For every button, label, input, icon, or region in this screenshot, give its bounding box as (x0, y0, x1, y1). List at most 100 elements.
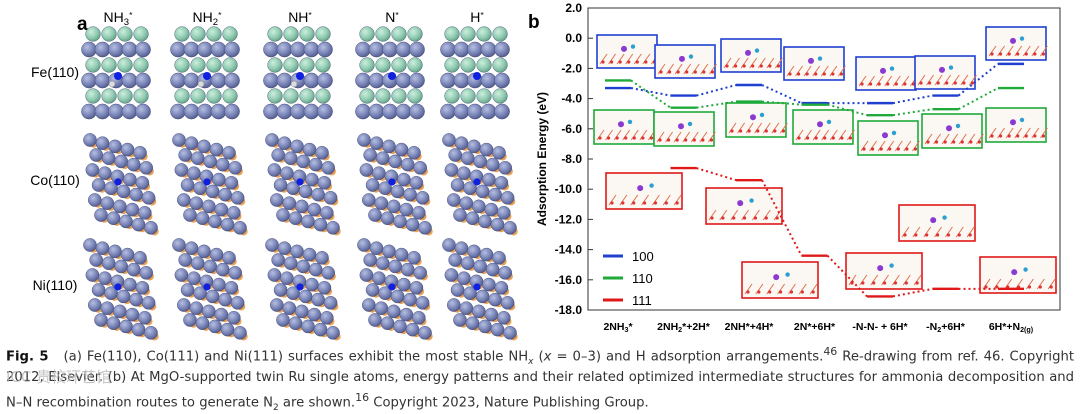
legend-entry: 111 (632, 293, 652, 308)
x-category-label: 2N*+6H* (794, 321, 836, 333)
y-tick-label: 0.0 (565, 31, 582, 45)
adsorbate-marker (296, 178, 304, 186)
inset-structure-100 (783, 46, 846, 81)
co110-structure (83, 133, 159, 236)
caption-part-3: = 0–3) and H adsorption arrangements. (551, 349, 824, 365)
y-tick-label: -16.0 (555, 273, 583, 287)
adsorbate-marker (296, 72, 304, 80)
x-category-label: 2NH2*+2H* (657, 321, 711, 334)
energy-chart: 2.0 0.0 -2.0 -4.0 -6.0 -8.0 -10.0 -12.0 -14.0 -16… (535, 1, 1061, 334)
caption-x: x (543, 349, 552, 365)
connector-110 (696, 100, 737, 109)
fe110-structure (355, 26, 425, 120)
column-header-part: NH (104, 9, 124, 25)
legend: 100 110 111 (603, 249, 654, 308)
column-header-part: * (129, 10, 133, 20)
x-category-label-part: 2NH*+4H* (725, 321, 775, 333)
adsorbate-marker (388, 178, 396, 186)
connector-110 (630, 79, 672, 109)
connector-100 (696, 84, 737, 97)
x-category-label-part: 2N*+6H* (794, 321, 836, 333)
connector-111 (761, 179, 803, 257)
panel-b: b 2.0 0.0 -2.0 -4.0 -6.0 -8.0 -10.0 -12.0 -14.0 -… (528, 1, 1061, 334)
inset-structure-111 (898, 204, 976, 242)
panel-b-label: b (528, 12, 540, 33)
inset-structure-110 (792, 109, 855, 145)
caption-ref-16: 16 (355, 391, 370, 405)
figure-caption: Fig. 5 (a) Fe(110), Co(111) and Ni(111) … (6, 342, 1074, 414)
x-category-label: 2NH*+4H* (725, 321, 775, 333)
fe110-structure (81, 26, 151, 120)
x-category-label-part: * (628, 321, 633, 333)
adsorbate-marker (388, 72, 396, 80)
adsorbate-marker (203, 283, 211, 291)
fe110-structure (263, 26, 333, 120)
y-tick-label: -4.0 (561, 92, 582, 106)
inset-structure-100 (720, 38, 783, 73)
inset-structure-100 (596, 34, 659, 69)
inset-structure-100 (914, 55, 977, 90)
inset-structure-111 (979, 256, 1057, 294)
column-header-part: * (395, 10, 399, 20)
adsorbate-marker (203, 72, 211, 80)
y-tick-label: -2.0 (561, 61, 582, 75)
row-label: Co(110) (30, 172, 80, 188)
series-111 (670, 166, 1024, 298)
connector-100 (957, 63, 999, 97)
column-header-part: NH (193, 9, 213, 25)
caption-part-5: are shown. (278, 395, 356, 411)
series-110 (605, 79, 1024, 117)
adsorbate-marker (388, 283, 396, 291)
connector-100 (630, 87, 671, 97)
panel-a: a NH3* NH2* NH* N* H* Fe(110)Co(110)Ni(110) (30, 9, 518, 341)
ni110-structure (357, 238, 433, 341)
inset-structure-110 (985, 107, 1048, 143)
inset-structure-111 (705, 187, 783, 225)
inset-structure-110 (725, 102, 788, 138)
caption-part-2: ( (533, 349, 544, 365)
x-category-label-part: 2 (678, 326, 682, 334)
fe110-structure (170, 26, 240, 120)
x-category-label: 6H*+N2(g) (989, 321, 1034, 334)
adsorbate-marker (473, 178, 481, 186)
connector-110 (827, 103, 868, 117)
x-category-label-part: 2NH (657, 321, 678, 333)
inset-structure-100 (654, 44, 717, 79)
legend-entry: 100 (632, 249, 654, 264)
inset-structure-111 (605, 172, 683, 210)
row-labels: Fe(110) Co(110) Ni(110) (30, 64, 80, 293)
connector-110 (958, 87, 999, 111)
x-category-label-part: 6H*+N (989, 321, 1020, 333)
x-category-label: 2NH3* (603, 321, 633, 334)
x-category-label-part: *+2H* (682, 321, 711, 333)
inset-structure-100 (985, 26, 1048, 61)
caption-fig-label: Fig. 5 (6, 349, 49, 365)
inset-structure-110 (921, 113, 984, 149)
y-tick-label: -12.0 (555, 212, 583, 226)
x-category-label-part: 2 (937, 326, 941, 334)
co110-structure (442, 133, 518, 236)
adsorbate-marker (114, 283, 122, 291)
x-category-label-part: 2(g) (1020, 326, 1034, 334)
caption-part-1: (a) Fe(110), Co(111) and Ni(111) surface… (63, 349, 529, 365)
column-header-part: NH (288, 9, 308, 25)
inset-structure-111 (845, 252, 923, 290)
caption-part-6: Copyright 2023, Nature Publishing Group. (369, 395, 649, 411)
y-tick-label: -14.0 (555, 243, 583, 257)
adsorbate-marker (473, 72, 481, 80)
row-label: Fe(110) (31, 64, 79, 80)
connector-111 (892, 287, 933, 298)
series-100 (605, 62, 1024, 105)
y-tick-label: -8.0 (561, 152, 582, 166)
inset-structure-110 (593, 109, 656, 145)
inset-structure-110 (653, 111, 716, 147)
y-tick-label: -18.0 (555, 303, 583, 317)
column-header-part: N (385, 9, 395, 25)
co110-structure (357, 133, 433, 236)
x-category-label-part: +6H* (941, 321, 966, 333)
inset-structure-111 (741, 261, 819, 299)
adsorbate-marker (114, 72, 122, 80)
panel-a-label: a (77, 14, 88, 35)
adsorbate-marker (473, 283, 481, 291)
